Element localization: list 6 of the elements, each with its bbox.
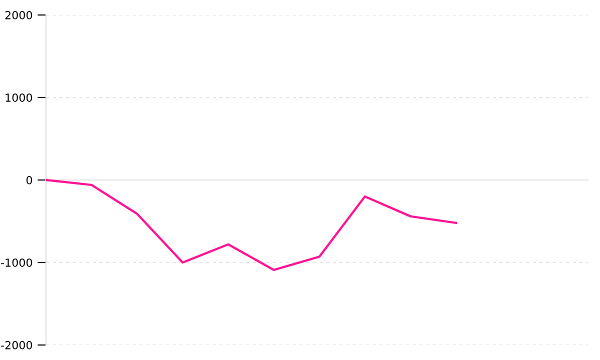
- line-series: [46, 178, 458, 272]
- y-tick-label: 1000: [6, 93, 32, 102]
- y-tick-label: 2000: [5, 10, 32, 20]
- y-tick-label: 0: [26, 176, 32, 184]
- y-tick-label: -2000: [1, 340, 32, 350]
- y-tick-label: -1000: [1, 258, 32, 267]
